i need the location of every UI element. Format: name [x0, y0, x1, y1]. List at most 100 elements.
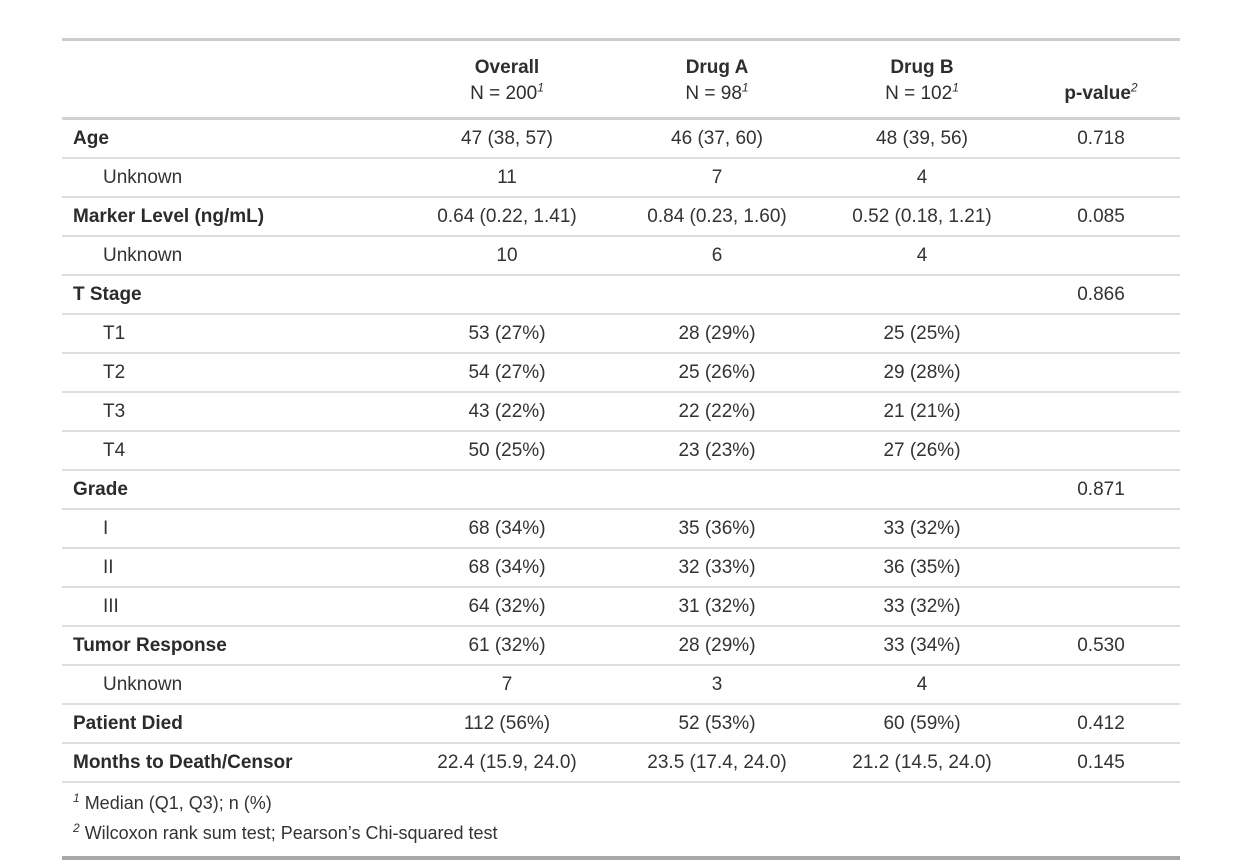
p-value-cell: 0.866: [1022, 275, 1180, 315]
overall-cell: 43 (22%): [402, 392, 612, 432]
p-value-cell: [1022, 548, 1180, 588]
drug-b-cell: [822, 470, 1022, 510]
row-label: Months to Death/Censor: [73, 752, 293, 773]
p-value-cell: 0.718: [1022, 118, 1180, 159]
overall-cell: 10: [402, 236, 612, 276]
drug-a-cell: 52 (53%): [612, 704, 822, 744]
footnote-text: Median (Q1, Q3); n (%): [84, 793, 272, 813]
drug-a-cell: [612, 275, 822, 315]
p-value-cell: [1022, 509, 1180, 549]
row-label: I: [62, 509, 402, 549]
row-label: Marker Level (ng/mL): [62, 197, 402, 237]
row-label: Unknown: [62, 158, 402, 198]
p-value-cell: [1022, 236, 1180, 276]
drug-b-cell: 4: [822, 665, 1022, 705]
p-value-cell: 0.085: [1022, 197, 1180, 237]
header-row: Overall N = 2001 Drug A N = 981 Drug B N…: [62, 41, 1180, 120]
footnote-ref-icon: 1: [537, 80, 544, 95]
overall-cell: 54 (27%): [402, 353, 612, 393]
overall-cell: 64 (32%): [402, 587, 612, 627]
footnote-marker: 1: [73, 791, 80, 805]
table-row: T2 54 (27%) 25 (26%) 29 (28%): [62, 353, 1180, 393]
drug-a-cell: [612, 470, 822, 510]
table-body: Age 47 (38, 57) 46 (37, 60) 48 (39, 56) 0.71…: [62, 118, 1180, 782]
overall-cell: 0.64 (0.22, 1.41): [402, 197, 612, 237]
drug-b-cell: 60 (59%): [822, 704, 1022, 744]
table-row: Age 47 (38, 57) 46 (37, 60) 48 (39, 56) 0.71…: [62, 118, 1180, 159]
drug-b-cell: 33 (32%): [822, 587, 1022, 627]
overall-cell: [402, 470, 612, 510]
overall-cell: 53 (27%): [402, 314, 612, 354]
drug-a-cell: 3: [612, 665, 822, 705]
table-row: T Stage 0.866: [62, 275, 1180, 315]
overall-cell: 22.4 (15.9, 24.0): [437, 752, 577, 773]
table-row: I 68 (34%) 35 (36%) 33 (32%): [62, 509, 1180, 549]
p-value-cell: 0.412: [1022, 704, 1180, 744]
footnote-marker: 2: [73, 821, 80, 835]
overall-cell: [402, 275, 612, 315]
table-row: T3 43 (22%) 22 (22%) 21 (21%): [62, 392, 1180, 432]
table-row: III 64 (32%) 31 (32%) 33 (32%): [62, 587, 1180, 627]
table-header: Overall N = 2001 Drug A N = 981 Drug B N…: [62, 41, 1180, 120]
table-row: Months to Death/Censor 22.4 (15.9, 24.0) 2…: [62, 743, 1180, 781]
drug-b-cell: [822, 275, 1022, 315]
table-row: Tumor Response 61 (32%) 28 (29%) 33 (34%) 0.…: [62, 626, 1180, 666]
drug-a-cell: 6: [612, 236, 822, 276]
table-row: Unknown 10 6 4: [62, 236, 1180, 276]
table-footnotes: 1 Median (Q1, Q3); n (%) 2 Wilcoxon rank su…: [62, 781, 1180, 856]
overall-cell: 11: [402, 158, 612, 198]
column-header-drug-b: Drug B N = 1021: [822, 41, 1022, 120]
row-label: Grade: [62, 470, 402, 510]
row-label: II: [62, 548, 402, 588]
drug-b-cell: 21 (21%): [822, 392, 1022, 432]
drug-b-cell: 4: [822, 158, 1022, 198]
drug-a-cell: 22 (22%): [612, 392, 822, 432]
overall-cell: 68 (34%): [402, 548, 612, 588]
drug-a-cell: 46 (37, 60): [612, 118, 822, 159]
row-label: T3: [62, 392, 402, 432]
column-header-overall-n: N = 2001: [470, 80, 544, 104]
drug-b-cell: 33 (32%): [822, 509, 1022, 549]
p-value-cell: [1022, 587, 1180, 627]
drug-b-cell: 33 (34%): [822, 626, 1022, 666]
summary-table: Overall N = 2001 Drug A N = 981 Drug B N…: [62, 41, 1180, 781]
drug-b-cell: 21.2 (14.5, 24.0): [852, 752, 992, 773]
column-header-drug-b-label: Drug B: [890, 57, 954, 78]
table-row: T1 53 (27%) 28 (29%) 25 (25%): [62, 314, 1180, 354]
p-value-cell: [1022, 158, 1180, 198]
overall-cell: 61 (32%): [402, 626, 612, 666]
drug-b-cell: 36 (35%): [822, 548, 1022, 588]
overall-cell: 68 (34%): [402, 509, 612, 549]
drug-a-cell: 28 (29%): [612, 626, 822, 666]
drug-a-cell: 28 (29%): [612, 314, 822, 354]
drug-a-cell: 7: [612, 158, 822, 198]
row-label: T Stage: [62, 275, 402, 315]
p-value-cell: [1022, 665, 1180, 705]
p-value-cell: 0.530: [1022, 626, 1180, 666]
table-row: Patient Died 112 (56%) 52 (53%) 60 (59%) 0.4…: [62, 704, 1180, 744]
row-label: Patient Died: [62, 704, 402, 744]
column-header-p-value: p-value2: [1022, 41, 1180, 120]
row-label: III: [62, 587, 402, 627]
overall-cell: 7: [402, 665, 612, 705]
row-label: Unknown: [62, 665, 402, 705]
column-header-overall: Overall N = 2001: [402, 41, 612, 120]
drug-a-cell: 0.84 (0.23, 1.60): [612, 197, 822, 237]
table-row: Unknown 7 3 4: [62, 665, 1180, 705]
table-row: T4 50 (25%) 23 (23%) 27 (26%): [62, 431, 1180, 471]
drug-a-cell: 25 (26%): [612, 353, 822, 393]
table-row: II 68 (34%) 32 (33%) 36 (35%): [62, 548, 1180, 588]
row-label: T1: [62, 314, 402, 354]
drug-b-cell: 25 (25%): [822, 314, 1022, 354]
drug-b-cell: 4: [822, 236, 1022, 276]
table-row: Unknown 11 7 4: [62, 158, 1180, 198]
table-row: Grade 0.871: [62, 470, 1180, 510]
overall-cell: 112 (56%): [402, 704, 612, 744]
footnote-ref-icon: 1: [952, 80, 959, 95]
table-row: Marker Level (ng/mL) 0.64 (0.22, 1.41) 0.8…: [62, 197, 1180, 237]
overall-cell: 50 (25%): [402, 431, 612, 471]
drug-a-cell: 31 (32%): [612, 587, 822, 627]
footnote-text: Wilcoxon rank sum test; Pearson’s Chi-sq…: [84, 823, 498, 843]
column-header-drug-a: Drug A N = 981: [612, 41, 822, 120]
p-value-cell: [1022, 314, 1180, 354]
